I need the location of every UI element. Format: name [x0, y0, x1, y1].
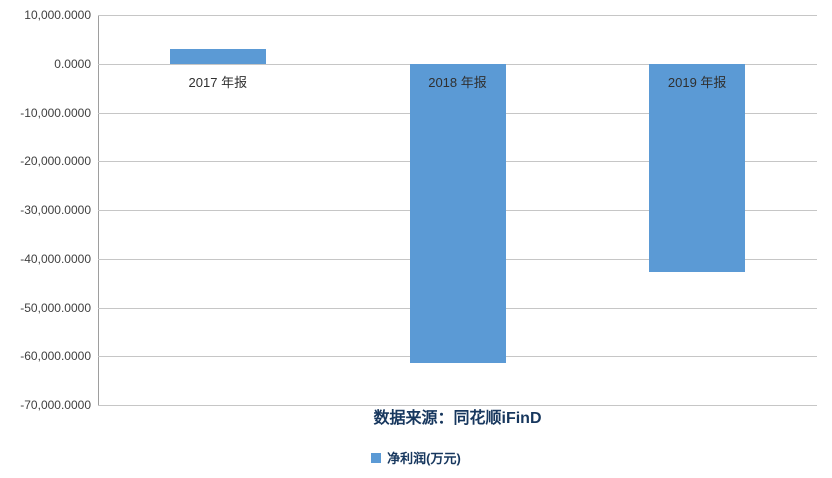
- legend-label: 净利润(万元): [387, 451, 461, 466]
- category-label-2018: 2018 年报: [428, 74, 487, 90]
- data-source-caption: 数据来源：同花顺iFinD: [373, 410, 542, 427]
- legend: 净利润(万元): [0, 448, 832, 467]
- y-axis-tick-label: -20,000.0000: [20, 154, 91, 169]
- bar-2018: [409, 63, 506, 363]
- bar-2019: [649, 63, 746, 273]
- y-axis-tick-label: 0.0000: [54, 56, 91, 71]
- category-label-2019: 2019 年报: [667, 74, 727, 90]
- gridline: [98, 15, 817, 16]
- plot-area: 2017 年报 2018 年报 2019 年报: [98, 15, 817, 406]
- y-axis-tick-label: -60,000.0000: [20, 349, 91, 364]
- y-axis-tick-label: -30,000.0000: [20, 203, 91, 217]
- category-label-2017: 2017 年报: [188, 74, 248, 90]
- legend-swatch-icon: [371, 452, 382, 463]
- y-axis-tick-label: 10,000.0000: [24, 8, 91, 22]
- y-axis-tick-label: -50,000.0000: [20, 300, 91, 315]
- y-axis-tick-label: -10,000.0000: [20, 105, 91, 120]
- y-axis-tick-label: -70,000.0000: [20, 398, 91, 412]
- bar-2017: [169, 49, 266, 64]
- y-axis-tick-label: -40,000.0000: [20, 251, 91, 266]
- gridline: [98, 405, 817, 406]
